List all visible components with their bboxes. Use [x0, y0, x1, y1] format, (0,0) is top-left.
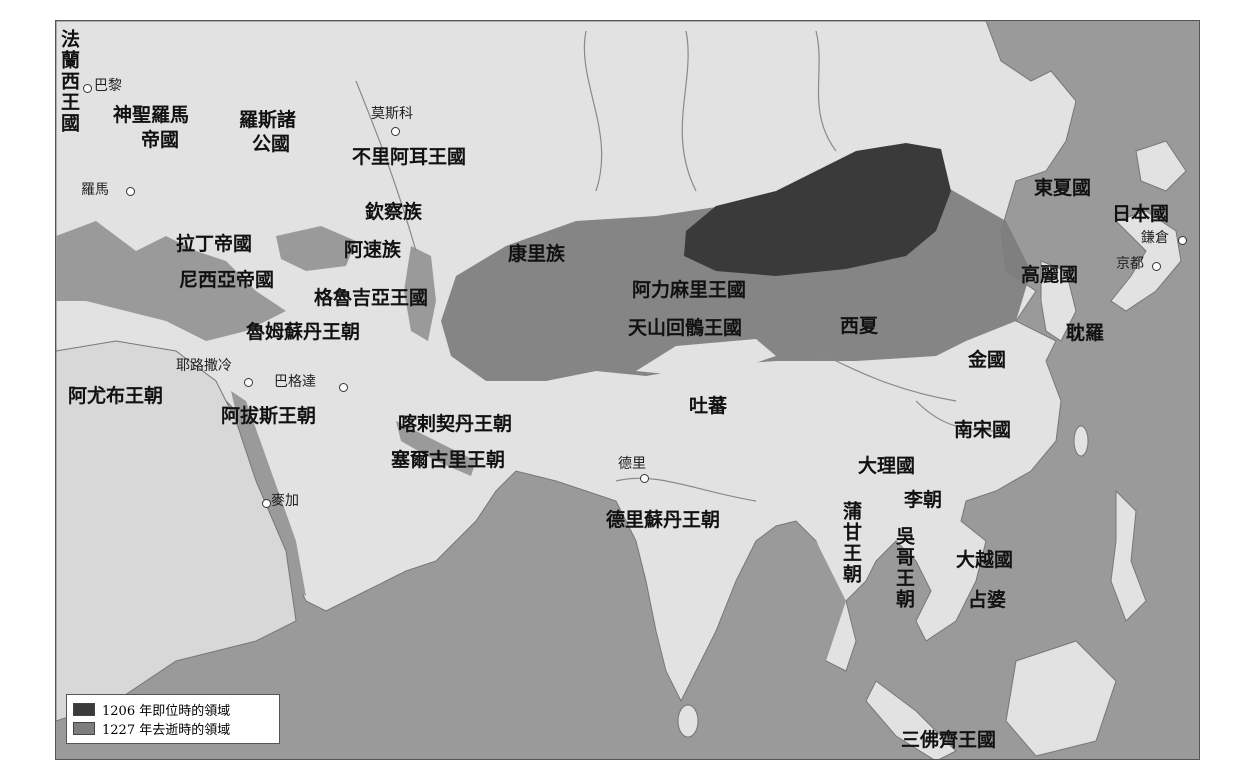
label-mecca: 麥加 — [271, 493, 299, 509]
label-kyoto: 京都 — [1116, 256, 1144, 272]
rivers — [355, 30, 997, 502]
label-japan: 日本國 — [1112, 203, 1170, 225]
mediterranean — [56, 221, 286, 341]
label-kangli: 康里族 — [508, 243, 566, 265]
label-jin: 金國 — [968, 349, 1007, 371]
label-rome: 羅馬 — [81, 182, 109, 198]
sumatra — [865, 680, 957, 759]
map-frame: 法蘭西王國 神聖羅馬 帝國 羅斯諸 公國 不里阿耳王國 欽察族 阿速族 康里族 … — [55, 20, 1200, 760]
label-hre-line2: 帝國 — [141, 129, 180, 151]
sri-lanka — [677, 704, 699, 738]
label-kipchak: 欽察族 — [365, 201, 423, 223]
kamakura-marker — [1178, 236, 1187, 245]
hokkaido — [1135, 140, 1187, 192]
rome-marker — [126, 187, 135, 196]
legend-swatch-1206 — [73, 703, 95, 716]
label-paris: 巴黎 — [94, 78, 122, 94]
caspian-sea — [404, 246, 436, 341]
label-xixia: 西夏 — [840, 315, 879, 337]
label-delhi-sultanate: 德里蘇丹王朝 — [606, 509, 721, 531]
label-khmer: 吳哥王朝 — [893, 526, 915, 610]
label-pagan: 蒲甘王朝 — [840, 501, 862, 585]
label-uyghur: 天山回鶻王國 — [628, 317, 743, 339]
territory-1206 — [684, 143, 951, 276]
label-kamakura: 鎌倉 — [1141, 230, 1169, 246]
legend-label-1206: 1206 年即位時的領域 — [102, 704, 231, 719]
persian-gulf — [396, 421, 476, 476]
label-ghurid: 塞爾古里王朝 — [391, 449, 506, 471]
label-almaliq: 阿力麻里王國 — [632, 279, 747, 301]
moscow-marker — [391, 127, 400, 136]
black-sea — [276, 226, 356, 271]
legend-item-1206: 1206 年即位時的領域 — [73, 700, 273, 719]
label-ly: 李朝 — [904, 489, 943, 511]
tibet-gap — [636, 339, 776, 376]
label-daiviet: 大越國 — [956, 549, 1014, 571]
label-hre-line1: 神聖羅馬 — [113, 104, 190, 126]
label-bulgar: 不里阿耳王國 — [352, 146, 467, 168]
paris-marker — [83, 84, 92, 93]
legend: 1206 年即位時的領域 1227 年去逝時的領域 — [66, 694, 280, 744]
baghdad-marker — [339, 383, 348, 392]
label-tibet: 吐蕃 — [689, 395, 728, 417]
map-graphic — [56, 21, 1199, 759]
label-latin: 拉丁帝國 — [176, 233, 253, 255]
jerusalem-marker — [244, 378, 253, 387]
label-ayyubid: 阿尤布王朝 — [68, 385, 164, 407]
label-rus-line1: 羅斯諸 — [239, 109, 297, 131]
korea — [1040, 260, 1077, 342]
bay-of-bengal — [736, 541, 846, 681]
label-rus-line2: 公國 — [252, 133, 291, 155]
kyoto-marker — [1152, 262, 1161, 271]
label-georgia: 格魯吉亞王國 — [314, 287, 429, 309]
label-moscow: 莫斯科 — [371, 106, 413, 122]
label-rum: 魯姆蘇丹王朝 — [246, 321, 361, 343]
legend-item-1227: 1227 年去逝時的領域 — [73, 719, 273, 738]
delhi-marker — [640, 474, 649, 483]
legend-label-1227: 1227 年去逝時的領域 — [102, 723, 231, 738]
taiwan — [1073, 425, 1089, 457]
borneo — [1005, 640, 1117, 757]
label-nicaea: 尼西亞帝國 — [179, 269, 275, 291]
label-delhi: 德里 — [618, 456, 646, 472]
label-qara-khitai: 喀剌契丹王朝 — [398, 413, 513, 435]
legend-swatch-1227 — [73, 722, 95, 735]
label-baghdad: 巴格達 — [274, 374, 316, 390]
label-dali: 大理國 — [858, 455, 916, 477]
label-champa: 占婆 — [968, 589, 1007, 611]
philippines — [1110, 489, 1147, 622]
label-dongxia: 東夏國 — [1034, 177, 1092, 199]
label-tamna: 耽羅 — [1066, 322, 1105, 344]
mecca-marker — [262, 499, 271, 508]
label-abbasid: 阿拔斯王朝 — [221, 405, 317, 427]
label-goryeo: 高麗國 — [1021, 264, 1079, 286]
label-song: 南宋國 — [954, 419, 1012, 441]
label-srivijaya: 三佛齊王國 — [901, 729, 997, 751]
label-jerusalem: 耶路撒冷 — [176, 358, 232, 374]
red-sea — [231, 391, 306, 596]
label-alan: 阿速族 — [344, 239, 402, 261]
japan-islands — [1110, 210, 1182, 312]
label-france: 法蘭西王國 — [58, 29, 80, 134]
